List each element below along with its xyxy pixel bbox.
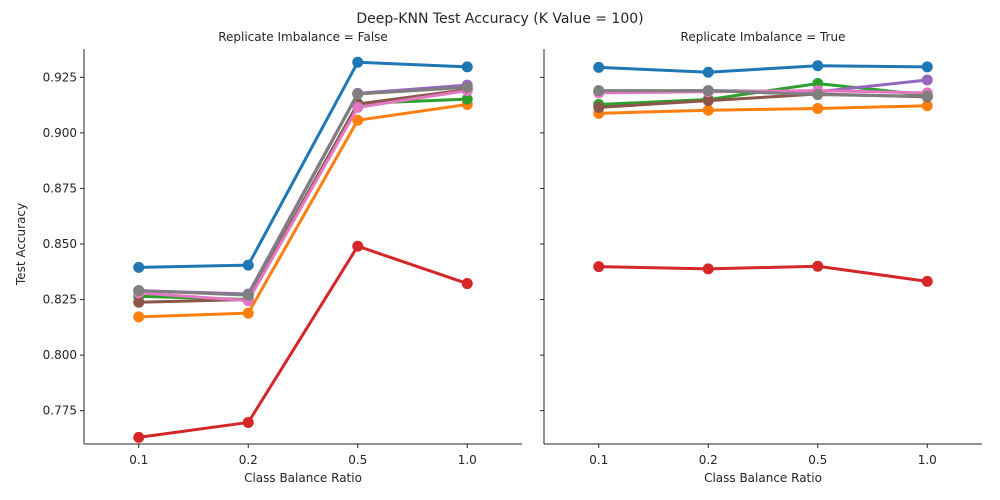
series-line (138, 85, 468, 297)
panel-left: Replicate Imbalance = False 0.1 0.2 0.5 1.0 0… (14, 30, 522, 485)
series-3 (133, 240, 473, 443)
y-tick-label: 0.825 (43, 293, 77, 307)
x-tick-label: 0.5 (348, 453, 367, 467)
data-point (812, 102, 824, 114)
x-axis-label: Class Balance Ratio (244, 471, 362, 485)
data-point (593, 261, 605, 273)
x-tick-label: 0.1 (589, 453, 608, 467)
data-point (352, 56, 364, 68)
series-3 (593, 260, 933, 287)
data-point (921, 100, 933, 112)
series-line (598, 264, 928, 283)
y-tick-label: 0.800 (43, 348, 77, 362)
x-tick-label: 0.2 (239, 453, 258, 467)
data-point (702, 85, 714, 97)
series-0 (133, 56, 473, 273)
data-point (702, 263, 714, 275)
data-point (242, 289, 254, 301)
data-point (921, 61, 933, 73)
x-tick-label: 0.1 (129, 453, 148, 467)
data-point (702, 66, 714, 78)
series-line (138, 60, 468, 269)
series-line (138, 89, 468, 303)
y-tick-label: 0.925 (43, 70, 77, 84)
panel-title: Replicate Imbalance = False (218, 30, 388, 44)
panel-right: Replicate Imbalance = True 0.1 0.2 0.5 1.0 Cl… (540, 30, 982, 485)
series-line (598, 89, 928, 98)
data-point (352, 101, 364, 113)
y-tick-label: 0.850 (43, 237, 77, 251)
series-line (138, 102, 468, 319)
data-point (593, 85, 605, 97)
data-point (461, 61, 473, 73)
data-point (921, 275, 933, 287)
panel-title: Replicate Imbalance = True (681, 30, 846, 44)
series-0 (593, 60, 933, 78)
series-line (598, 104, 928, 115)
data-point (702, 95, 714, 107)
chart-title: Deep-KNN Test Accuracy (K Value = 100) (356, 11, 643, 27)
y-axis-label: Test Accuracy (14, 203, 28, 286)
data-point (461, 93, 473, 105)
data-point (921, 90, 933, 102)
data-point (133, 431, 145, 443)
data-point (352, 240, 364, 252)
x-tick-label: 0.2 (699, 453, 718, 467)
data-point (242, 259, 254, 271)
data-point (242, 307, 254, 319)
data-point (593, 61, 605, 73)
data-point (352, 88, 364, 100)
series-line (598, 64, 928, 74)
series-line (138, 83, 468, 296)
y-tick-label: 0.900 (43, 126, 77, 140)
x-axis-label: Class Balance Ratio (704, 471, 822, 485)
data-point (593, 101, 605, 113)
data-point (242, 416, 254, 428)
series-line (138, 244, 468, 439)
data-point (461, 278, 473, 290)
data-point (812, 89, 824, 101)
data-point (702, 104, 714, 116)
data-point (133, 261, 145, 273)
data-point (133, 285, 145, 297)
x-tick-label: 0.5 (808, 453, 827, 467)
series-7 (593, 85, 933, 102)
data-point (812, 260, 824, 272)
data-point (133, 296, 145, 308)
data-point (133, 311, 145, 323)
y-tick-label: 0.875 (43, 181, 77, 195)
y-tick-label: 0.775 (43, 404, 77, 418)
series-7 (133, 81, 473, 301)
data-point (461, 81, 473, 93)
data-point (352, 114, 364, 126)
x-tick-label: 1.0 (458, 453, 477, 467)
data-point (812, 60, 824, 72)
data-point (921, 74, 933, 86)
series-1 (133, 98, 473, 323)
x-tick-label: 1.0 (918, 453, 937, 467)
